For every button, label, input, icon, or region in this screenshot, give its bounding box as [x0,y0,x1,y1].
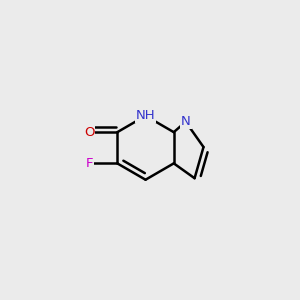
Text: NH: NH [136,109,155,122]
Text: F: F [85,157,93,170]
Text: N: N [181,115,190,128]
Text: O: O [84,126,94,139]
